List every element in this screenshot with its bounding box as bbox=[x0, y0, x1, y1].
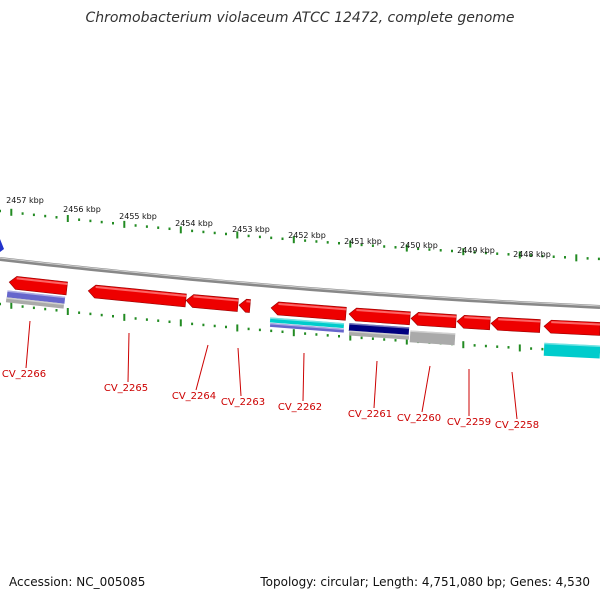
ruler-label: 2457 kbp bbox=[6, 196, 44, 205]
backbone-highlight bbox=[0, 257, 600, 307]
cds-gene-arrow[interactable] bbox=[8, 276, 68, 296]
feature-bar-fill bbox=[348, 323, 410, 336]
blast-feature-bar[interactable] bbox=[269, 317, 345, 329]
ruler-label: 2453 kbp bbox=[232, 225, 270, 234]
feature-bar-fill bbox=[409, 330, 456, 346]
label-leader-line bbox=[421, 365, 431, 413]
gene-labels: CV_2266 CV_2265 CV_2264 CV_2263 CV_2262 CV_22… bbox=[2, 369, 539, 431]
gene-label[interactable]: CV_2265 bbox=[104, 383, 148, 394]
feature-bar-shine bbox=[544, 342, 600, 347]
gene-arrow-body bbox=[185, 294, 239, 312]
gene-label[interactable]: CV_2259 bbox=[447, 417, 491, 428]
label-leader-line bbox=[511, 371, 518, 420]
cds-gene-arrow[interactable] bbox=[456, 314, 491, 331]
blue-edge-marker bbox=[0, 239, 4, 252]
gene-arrow-shine bbox=[464, 316, 491, 320]
backbone-line bbox=[0, 257, 600, 309]
gene-label[interactable]: CV_2263 bbox=[221, 397, 265, 408]
feature-bar-fill bbox=[269, 317, 345, 329]
ruler-label: 2450 kbp bbox=[400, 241, 438, 250]
ruler-label: 2456 kbp bbox=[63, 205, 101, 214]
topology-text: Topology: circular; Length: 4,751,080 bp… bbox=[260, 575, 590, 589]
gene-label[interactable]: CV_2264 bbox=[172, 391, 216, 402]
gene-label[interactable]: CV_2258 bbox=[495, 420, 539, 431]
gene-arrow-shine bbox=[278, 302, 347, 311]
domain-feature-bar[interactable] bbox=[5, 297, 65, 309]
ruler-label: 2455 kbp bbox=[119, 212, 157, 221]
ruler-label: 2448 kbp bbox=[513, 250, 551, 259]
ruler-label: 2454 kbp bbox=[175, 219, 213, 228]
ruler-label: 2451 kbp bbox=[344, 237, 382, 246]
feature-bar-shine bbox=[270, 317, 345, 325]
gene-arrow-shine bbox=[418, 313, 457, 318]
gene-label[interactable]: CV_2262 bbox=[278, 402, 322, 413]
domain-feature-bar[interactable] bbox=[409, 330, 456, 346]
cds-gene-arrow[interactable] bbox=[490, 316, 541, 333]
feature-bar-fill bbox=[348, 330, 410, 340]
gene-arrow-shine bbox=[551, 321, 600, 326]
gene-arrow-body bbox=[238, 298, 251, 313]
label-leader-line bbox=[373, 360, 378, 409]
gene-arrow-shine bbox=[498, 318, 541, 323]
cds-gene-arrow[interactable] bbox=[543, 319, 600, 336]
feature-bar-shine bbox=[349, 330, 410, 337]
domain-feature-bar[interactable] bbox=[269, 322, 345, 333]
cds-gene-arrow[interactable] bbox=[185, 294, 239, 312]
label-leader-line bbox=[25, 320, 31, 369]
label-leader-line bbox=[237, 347, 242, 397]
accession-text: Accession: NC_005085 bbox=[9, 575, 146, 589]
cds-gene-arrow[interactable] bbox=[238, 298, 251, 313]
gene-arrow-shine bbox=[193, 295, 239, 302]
genome-backbone bbox=[0, 239, 600, 309]
ruler-labels: 2457 kbp 2456 kbp 2455 kbp 2454 kbp 2453 kbp… bbox=[6, 196, 551, 259]
gene-arrow-shine bbox=[356, 309, 411, 315]
cds-gene-arrow[interactable] bbox=[270, 301, 347, 321]
feature-bar-shine bbox=[349, 323, 410, 329]
feature-bar-fill bbox=[269, 322, 345, 333]
blast-feature-bar[interactable] bbox=[543, 342, 600, 359]
forward-ruler-ticks bbox=[0, 208, 600, 262]
label-leader-line bbox=[302, 352, 305, 402]
feature-bar-shine bbox=[410, 330, 456, 335]
gene-arrow-body bbox=[410, 312, 457, 329]
cds-gene-arrow[interactable] bbox=[348, 307, 411, 326]
ruler-label: 2452 kbp bbox=[288, 231, 326, 240]
domain-feature-bar[interactable] bbox=[6, 290, 66, 304]
map-title: Chromobacterium violaceum ATCC 12472, co… bbox=[85, 10, 515, 26]
domain-feature-bar[interactable] bbox=[348, 330, 410, 340]
gene-arrow-shine bbox=[95, 286, 187, 297]
gene-arrow-body bbox=[270, 301, 347, 321]
gene-label[interactable]: CV_2261 bbox=[348, 409, 392, 420]
domain-feature-bar[interactable] bbox=[348, 323, 410, 336]
gene-arrow-body bbox=[8, 276, 68, 296]
cds-gene-arrow[interactable] bbox=[87, 284, 187, 308]
gene-arrow-shine bbox=[246, 300, 251, 303]
cds-gene-arrow[interactable] bbox=[410, 312, 457, 329]
label-leader-line bbox=[195, 344, 209, 391]
feature-bar-fill bbox=[5, 297, 65, 309]
feature-bar-fill bbox=[543, 342, 600, 359]
label-leader-lines bbox=[25, 320, 518, 420]
features-layer bbox=[5, 276, 600, 359]
gene-arrow-shine bbox=[16, 277, 68, 285]
gene-label[interactable]: CV_2266 bbox=[2, 369, 46, 380]
ruler-label: 2449 kbp bbox=[457, 246, 495, 255]
feature-bar-shine bbox=[270, 322, 345, 331]
gene-label[interactable]: CV_2260 bbox=[397, 413, 441, 424]
feature-bar-shine bbox=[6, 297, 65, 306]
feature-bar-shine bbox=[7, 290, 66, 299]
label-leader-line bbox=[127, 332, 130, 383]
feature-bar-fill bbox=[6, 290, 66, 304]
